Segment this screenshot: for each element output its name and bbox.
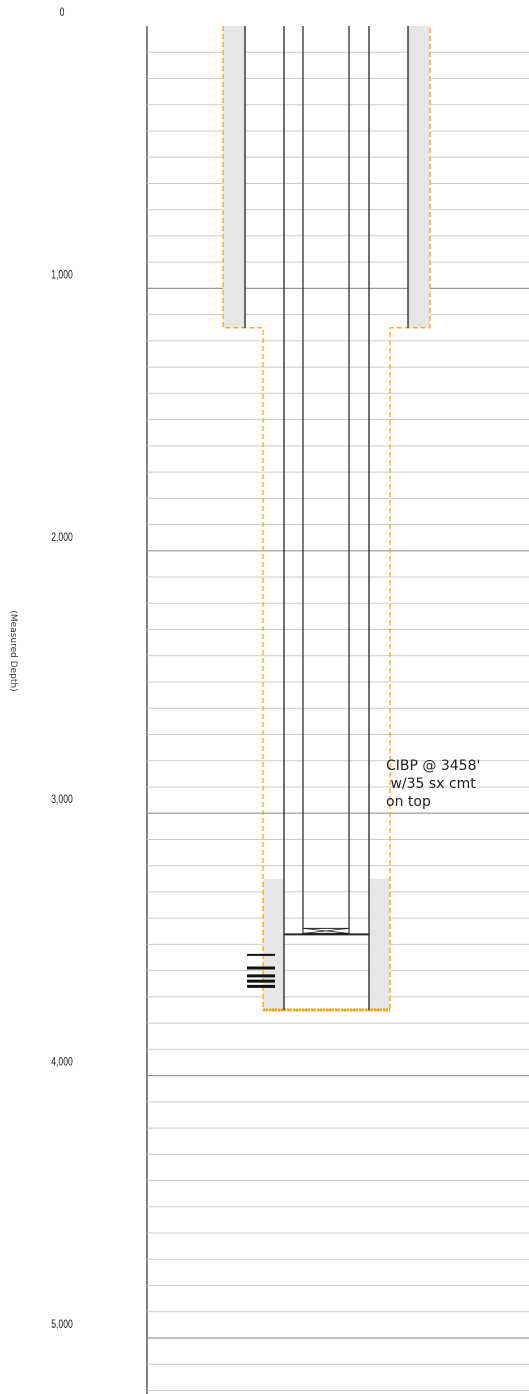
depth-tick-label: 2,000	[51, 532, 73, 545]
annotation-line-1: CIBP @ 3458'	[386, 758, 480, 774]
depth-grid	[146, 26, 529, 1394]
depth-tick-label: 1,000	[51, 269, 73, 282]
depth-tick-label: 3,000	[51, 794, 73, 807]
cibp-plug-cross-2	[302, 927, 350, 934]
annotation-line-2: w/35 sx cmt	[386, 776, 476, 792]
production-cement-left	[263, 878, 284, 1010]
depth-tick-labels: 0 1,000 2,000 3,000 4,000 5,000	[51, 7, 73, 1332]
surface-cement-right	[408, 26, 430, 328]
wellbore-schematic	[222, 26, 431, 1012]
surface-cement-left	[223, 26, 245, 328]
annotation-line-3: on top	[386, 794, 431, 810]
depth-axis-label: (Measured Depth)	[8, 610, 18, 691]
depth-tick-label: 4,000	[51, 1056, 73, 1069]
open-hole-outline	[222, 26, 431, 1011]
plug-annotation: CIBP @ 3458' w/35 sx cmt on top	[386, 758, 480, 810]
production-cement-right	[369, 878, 390, 1010]
depth-tick-label: 0	[60, 7, 65, 20]
depth-tick-label: 5,000	[51, 1319, 73, 1332]
